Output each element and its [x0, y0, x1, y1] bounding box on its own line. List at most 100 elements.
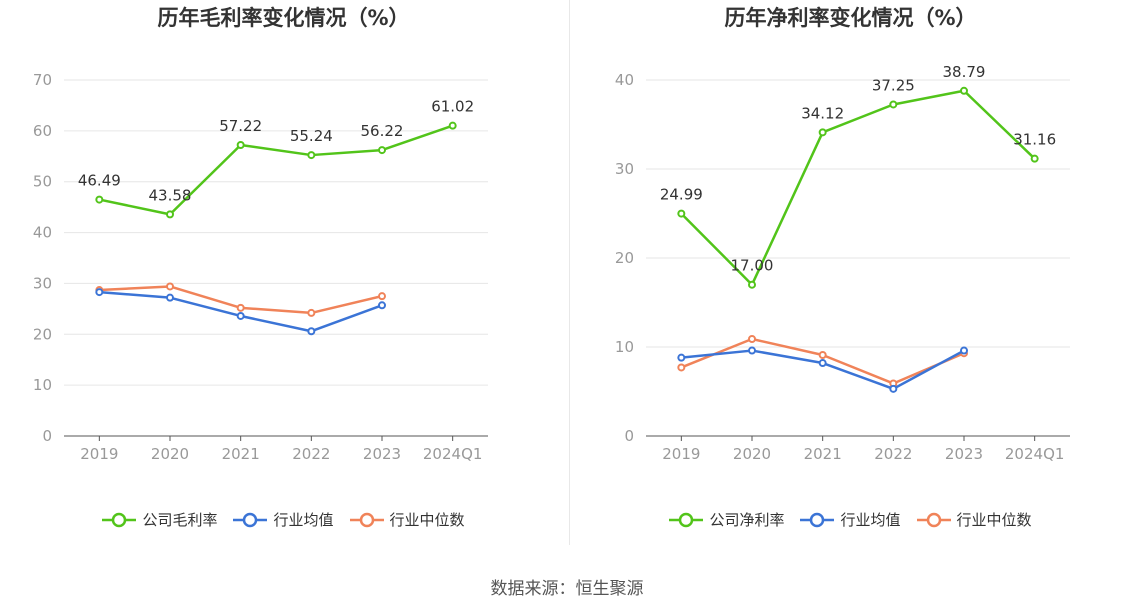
y-tick-label: 40 [33, 224, 52, 242]
legend-swatch-icon [349, 512, 384, 527]
legend-marker [810, 512, 825, 527]
series-line [680, 89, 1036, 286]
data-label: 56.22 [361, 122, 404, 140]
data-point [960, 86, 968, 95]
legend-label: 公司净利率 [709, 511, 785, 529]
data-point [378, 292, 386, 301]
chart-title: 历年毛利率变化情况（%） [157, 6, 410, 30]
x-tick-label: 2024Q1 [423, 445, 483, 463]
legend-item[interactable]: 行业中位数 [349, 509, 465, 530]
y-tick-label: 30 [615, 160, 634, 178]
data-label: 55.24 [290, 127, 333, 145]
data-point [448, 121, 457, 130]
x-tick-label: 2021 [222, 445, 260, 463]
legend-label: 公司毛利率 [142, 511, 218, 529]
data-point [378, 301, 386, 310]
data-point [307, 308, 316, 317]
x-tick-label: 2022 [292, 445, 330, 463]
data-point [818, 359, 827, 368]
gross-margin-panel: 历年毛利率变化情况（%） 0 10 20 30 40 50 60 70 2019 2020 2021… [0, 0, 567, 560]
chart-title: 历年净利率变化情况（%） [724, 6, 977, 30]
data-label: 37.25 [872, 76, 915, 94]
legend-label: 行业均值 [273, 511, 334, 529]
data-label: 34.12 [801, 104, 844, 122]
legend-item[interactable]: 公司毛利率 [102, 509, 217, 530]
y-tick-label: 70 [33, 71, 52, 89]
legend-marker [679, 512, 694, 527]
x-tick-label: 2019 [662, 445, 700, 463]
data-point [236, 303, 245, 312]
legend-swatch-icon [102, 512, 137, 527]
y-tick-label: 0 [624, 427, 634, 445]
data-point [236, 140, 245, 149]
data-point [960, 346, 968, 355]
legend-swatch-icon [233, 512, 268, 527]
series-line [99, 124, 454, 216]
data-point [889, 100, 898, 109]
data-point [1030, 154, 1039, 163]
legend: 公司毛利率 行业均值 行业中位数 [0, 509, 567, 530]
data-label: 24.99 [660, 186, 703, 204]
data-point [307, 327, 316, 336]
x-tick-label: 2020 [733, 445, 771, 463]
y-tick-label: 60 [33, 122, 52, 140]
data-point [166, 210, 174, 219]
x-tick-label: 2023 [363, 445, 401, 463]
legend-label: 行业中位数 [389, 511, 465, 529]
legend-swatch-icon [669, 512, 704, 527]
data-point [818, 351, 827, 360]
x-tick-label: 2019 [80, 445, 118, 463]
legend-swatch-icon [916, 512, 951, 527]
data-point [818, 128, 827, 137]
data-point [677, 353, 686, 362]
x-tick-label: 2024Q1 [1005, 445, 1065, 463]
y-tick-label: 30 [33, 274, 52, 292]
y-tick-label: 0 [42, 427, 52, 445]
data-point [748, 280, 756, 289]
data-point [95, 288, 104, 297]
y-tick-label: 50 [33, 173, 52, 191]
legend-item[interactable]: 行业中位数 [916, 509, 1032, 530]
data-point [677, 363, 686, 372]
x-tick-label: 2020 [151, 445, 189, 463]
data-label: 57.22 [219, 117, 262, 135]
legend: 公司净利率 行业均值 行业中位数 [567, 509, 1134, 530]
data-label: 38.79 [943, 63, 986, 81]
gross-margin-chart: 0 10 20 30 40 50 60 70 2019 2020 2021 2022 2023 2024Q… [33, 71, 488, 463]
legend-marker [112, 512, 127, 527]
net-margin-panel: 历年净利率变化情况（%） 0 10 20 30 40 2019 2020 2021 2022 20… [567, 0, 1134, 560]
data-point [236, 311, 245, 320]
data-point [889, 384, 898, 393]
data-label: 17.00 [731, 257, 774, 275]
x-tick-label: 2021 [804, 445, 842, 463]
net-margin-chart: 0 10 20 30 40 2019 2020 2021 2022 2023 2024Q1 24.99… [615, 63, 1070, 463]
legend-swatch-icon [800, 512, 835, 527]
legend-marker [926, 512, 941, 527]
data-label: 31.16 [1013, 131, 1056, 149]
data-point [378, 146, 386, 155]
y-tick-label: 10 [33, 376, 52, 394]
legend-label: 行业均值 [840, 511, 901, 529]
data-label: 61.02 [431, 98, 474, 116]
data-point [748, 346, 756, 355]
data-label: 46.49 [78, 172, 121, 190]
y-tick-label: 40 [615, 71, 634, 89]
y-tick-label: 20 [615, 249, 634, 267]
data-point [95, 195, 104, 204]
data-source: 数据来源：恒生聚源 [490, 579, 644, 599]
data-point [748, 334, 756, 343]
y-tick-label: 20 [33, 325, 52, 343]
legend-item[interactable]: 行业均值 [233, 509, 334, 530]
legend-label: 行业中位数 [956, 511, 1032, 529]
data-label: 43.58 [149, 186, 192, 204]
legend-marker [359, 512, 374, 527]
data-point [677, 209, 686, 218]
x-tick-label: 2023 [945, 445, 983, 463]
data-point [307, 151, 316, 160]
legend-item[interactable]: 行业均值 [800, 509, 901, 530]
y-tick-label: 10 [615, 338, 634, 356]
legend-item[interactable]: 公司净利率 [669, 509, 784, 530]
legend-marker [243, 512, 258, 527]
data-point [166, 293, 174, 302]
panel-divider [569, 0, 570, 545]
